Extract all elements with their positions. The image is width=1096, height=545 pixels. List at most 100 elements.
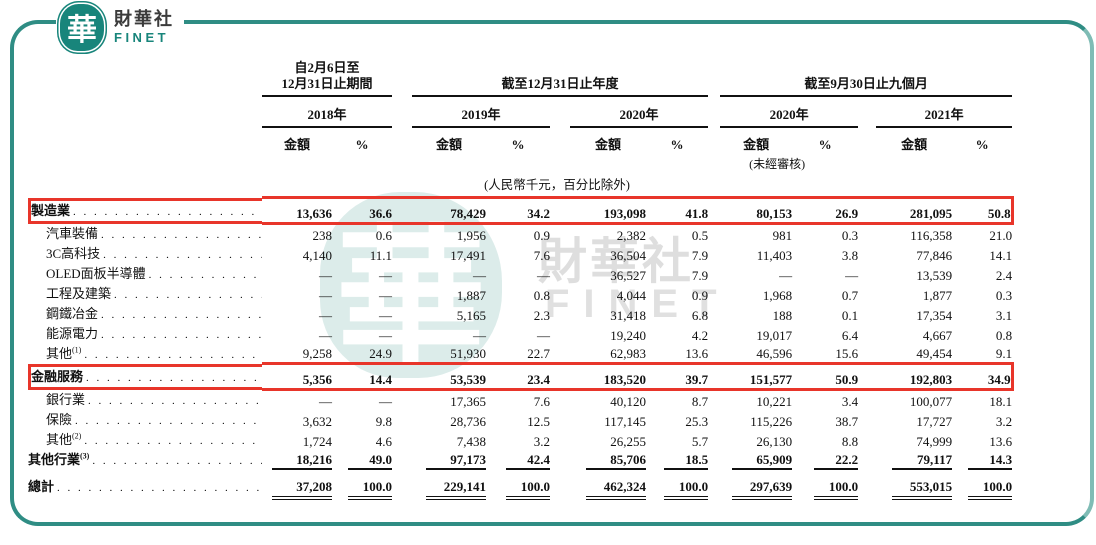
column-spacer <box>858 390 876 410</box>
amount-cell: 1,724 <box>302 433 332 449</box>
amount-cell: 28,736 <box>450 413 487 429</box>
column-spacer <box>708 196 721 225</box>
amount-cell: 13,636 <box>262 196 332 225</box>
amount-cell: 4,140 <box>302 247 332 263</box>
period-group-2018: 自2月6日至 12月31日止期間 <box>262 52 393 97</box>
column-spacer <box>392 362 413 391</box>
amount-cell: 183,520 <box>570 362 647 391</box>
percent-cell: 6.4 <box>841 327 859 343</box>
percent-cell: — <box>845 267 859 283</box>
column-spacer <box>858 344 876 364</box>
amount-cell: 229,141 <box>412 471 487 501</box>
amount-cell: 192,803 <box>876 362 953 391</box>
row-label: 3C高科技 <box>28 244 262 264</box>
column-spacer <box>858 264 876 284</box>
row-label: 金融服務 <box>28 363 262 390</box>
row-label: 其他(2) <box>28 430 262 450</box>
column-spacer <box>708 430 720 450</box>
percent-cell: 0.3 <box>841 227 859 243</box>
percent-cell: 25.3 <box>685 413 709 429</box>
column-spacer <box>550 304 570 324</box>
percent-cell: 0.7 <box>841 287 859 303</box>
row-label: 鋼鐵冶金 <box>28 304 262 324</box>
amount-cell: 78,429 <box>412 196 487 225</box>
amount-cell: 462,324 <box>570 471 647 501</box>
amount-cell: 281,095 <box>876 196 953 225</box>
amount-cell: 5,165 <box>456 307 487 323</box>
column-spacer <box>550 450 570 471</box>
dot-leader <box>100 248 262 263</box>
percent-cell: 13.6 <box>685 346 709 361</box>
percent-header: % <box>818 137 832 152</box>
column-spacer <box>550 224 570 244</box>
row-label: 其他(1) <box>28 344 262 364</box>
percent-cell: 49.0 <box>332 450 393 471</box>
amount-cell: 74,999 <box>916 433 953 449</box>
row-label: 銀行業 <box>28 390 262 410</box>
percent-cell: 8.7 <box>691 393 709 409</box>
column-spacer <box>550 196 571 225</box>
dot-leader <box>89 454 262 469</box>
amount-cell: 5,356 <box>262 362 332 391</box>
column-spacer <box>708 244 720 264</box>
amount-cell: 9,258 <box>302 346 332 361</box>
column-spacer <box>392 96 412 127</box>
column-spacer <box>858 410 876 430</box>
percent-cell: 26.9 <box>792 196 859 225</box>
column-spacer <box>708 450 720 471</box>
dot-leader <box>98 308 262 323</box>
percent-cell: 4.6 <box>375 433 393 449</box>
percent-cell: — <box>379 327 393 343</box>
column-spacer <box>858 284 876 304</box>
column-spacer <box>858 450 876 471</box>
column-spacer <box>708 344 720 364</box>
percent-cell: 100.0 <box>486 471 551 501</box>
column-spacer <box>550 410 570 430</box>
segment-revenue-table: 自2月6日至 12月31日止期間 截至12月31日止年度 截至9月30日止九個月… <box>28 52 1014 501</box>
footnote-marker: (3) <box>80 451 90 461</box>
percent-header: % <box>511 137 525 152</box>
unit-note-row: (人民幣千元，百分比除外) <box>28 172 1012 198</box>
column-spacer <box>550 430 570 450</box>
dot-leader <box>72 414 262 429</box>
unit-note: (人民幣千元，百分比除外) <box>484 178 630 192</box>
amount-cell: 40,120 <box>610 393 647 409</box>
amount-cell: 17,365 <box>450 393 487 409</box>
period-group-2018-line2: 12月31日止期間 <box>281 76 373 91</box>
period-group-2018-line1: 自2月6日至 <box>294 60 360 75</box>
column-spacer <box>550 264 570 284</box>
amount-cell: 981 <box>772 227 793 243</box>
amount-cell: 1,877 <box>922 287 953 303</box>
percent-cell: 36.6 <box>332 196 393 225</box>
dot-leader <box>146 268 262 283</box>
column-spacer <box>858 96 876 127</box>
percent-cell: 22.2 <box>792 450 859 471</box>
percent-cell: 18.5 <box>646 450 709 471</box>
amount-cell: 116,358 <box>910 227 953 243</box>
amount-header: 金額 <box>595 137 622 152</box>
percent-cell: 15.6 <box>835 346 859 361</box>
percent-cell: — <box>379 287 393 303</box>
amount-cell: 80,153 <box>720 196 793 225</box>
percent-cell: 22.7 <box>527 346 551 361</box>
amount-cell: — <box>319 287 332 303</box>
column-spacer <box>708 52 720 96</box>
table-row: 工程及建築 — — 1,887 0.8 4,044 0.9 1,968 0.7 1,877 0.3 <box>28 284 1012 304</box>
column-spacer <box>550 284 570 304</box>
amount-cell: 4,044 <box>616 287 647 303</box>
column-spacer <box>392 390 412 410</box>
percent-cell: 3.1 <box>995 307 1013 323</box>
amount-cell: 117,145 <box>604 413 647 429</box>
year-2020-9m: 2020年 <box>720 96 859 128</box>
label-column-header <box>28 52 262 96</box>
segment-revenue-table-wrapper: 自2月6日至 12月31日止期間 截至12月31日止年度 截至9月30日止九個月… <box>28 52 1014 501</box>
percent-cell: 50.9 <box>792 362 859 391</box>
brand-name-en: FINET <box>114 30 170 45</box>
amount-cell: 4,667 <box>922 327 953 343</box>
percent-cell: 7.9 <box>691 267 709 283</box>
column-spacer <box>708 96 720 127</box>
percent-cell: 3.4 <box>841 393 859 409</box>
percent-cell: 6.8 <box>691 307 709 323</box>
